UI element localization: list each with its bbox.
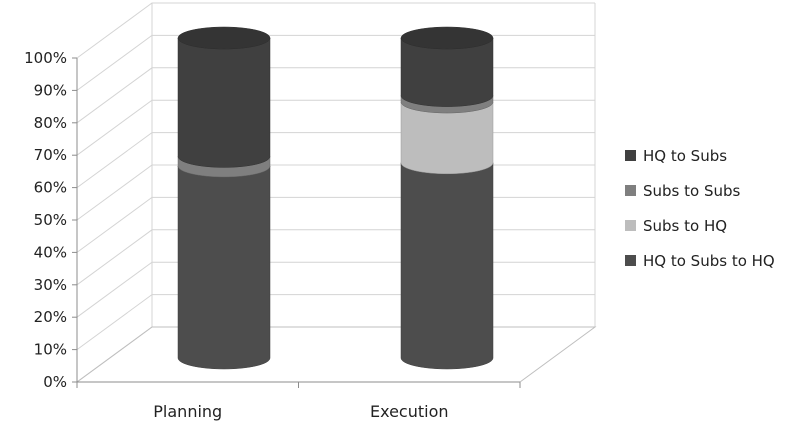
bar-top-cap-execution	[400, 26, 494, 50]
bars	[177, 26, 494, 370]
legend-label: HQ to Subs	[643, 147, 727, 165]
y-tick-label: 60%	[34, 179, 67, 197]
y-tick-label: 100%	[24, 49, 67, 67]
legend: HQ to Subs Subs to Subs Subs to HQ HQ to Su…	[625, 147, 775, 270]
y-tick-label: 50%	[34, 211, 67, 229]
axis-labels: 0% 10% 20% 30% 40% 50% 60% 70% 80% 90% 100% Plannin…	[24, 49, 448, 421]
gridline	[76, 132, 595, 189]
gridline	[76, 2, 595, 59]
gridline	[76, 196, 595, 253]
x-tick-label: Planning	[153, 402, 222, 421]
legend-label: Subs to Subs	[643, 182, 741, 200]
gridline	[76, 67, 595, 124]
bar-top-cap-planning	[177, 26, 271, 50]
gridline	[76, 326, 595, 383]
gridline	[76, 164, 595, 221]
legend-label: Subs to HQ	[643, 217, 727, 235]
y-tick-label: 30%	[34, 276, 67, 294]
legend-swatch	[625, 150, 636, 161]
legend-label: HQ to Subs to HQ	[643, 252, 775, 270]
gridlines	[75, 2, 597, 383]
y-tick-label: 20%	[34, 308, 67, 326]
gridline	[76, 261, 595, 318]
gridline	[76, 229, 595, 286]
y-tick-label: 40%	[34, 243, 67, 261]
floor	[75, 326, 597, 383]
y-tick-label: 90%	[34, 81, 67, 99]
legend-swatch	[625, 255, 636, 266]
gridline	[76, 99, 595, 156]
bar-segment-planning-hq-to-subs-to-hq	[177, 165, 271, 370]
y-tick-label: 10%	[34, 341, 67, 359]
y-tick-label: 70%	[34, 146, 67, 164]
legend-swatch	[625, 220, 636, 231]
axes	[72, 57, 521, 388]
gridline	[76, 294, 595, 351]
y-tick-label: 0%	[43, 373, 67, 391]
bar-segment-execution-hq-to-subs-to-hq	[400, 162, 494, 370]
y-tick-label: 80%	[34, 114, 67, 132]
bar-segment-planning-hq-to-subs	[177, 37, 271, 168]
gridline	[76, 34, 595, 91]
legend-swatch	[625, 185, 636, 196]
x-tick-label: Execution	[370, 402, 449, 421]
